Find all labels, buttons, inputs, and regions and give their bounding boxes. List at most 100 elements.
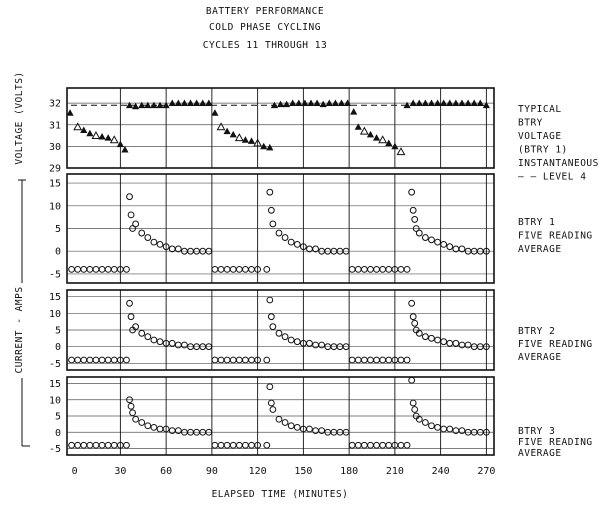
data-point — [91, 130, 101, 139]
data-point — [409, 206, 417, 214]
data-point — [434, 423, 441, 431]
data-point — [421, 333, 429, 341]
data-point — [234, 133, 244, 142]
data-point — [98, 441, 106, 449]
y-tick-label: -5 — [49, 444, 61, 455]
data-point — [267, 206, 275, 214]
data-point — [293, 338, 301, 346]
data-point — [121, 146, 129, 153]
data-point — [403, 441, 411, 449]
data-point — [306, 425, 313, 433]
data-point — [92, 265, 100, 273]
data-point — [337, 99, 346, 107]
data-point — [354, 265, 362, 273]
data-point — [458, 99, 466, 107]
panel-label-line: AVERAGE — [518, 352, 562, 363]
data-point — [80, 441, 88, 449]
data-point — [428, 422, 435, 430]
panel-frame — [66, 289, 495, 371]
data-point — [275, 329, 283, 337]
data-point — [408, 299, 416, 307]
data-point — [427, 99, 436, 107]
data-point — [440, 425, 448, 433]
x-tick-label: 90 — [206, 466, 218, 477]
data-point — [98, 356, 106, 364]
data-point — [379, 441, 387, 449]
data-point — [132, 102, 140, 110]
data-point — [354, 441, 362, 449]
data-point — [397, 441, 405, 449]
panel-label-line: INSTANTANEOUS — [518, 158, 599, 169]
data-point — [248, 265, 255, 273]
data-point — [138, 101, 146, 109]
data-point — [307, 99, 315, 107]
data-point — [408, 376, 416, 384]
data-point — [464, 99, 472, 107]
data-point — [129, 225, 136, 232]
data-point — [80, 265, 88, 273]
data-point — [378, 135, 388, 144]
data-point — [248, 356, 255, 364]
data-point — [156, 338, 164, 346]
chart-title: BATTERY PERFORMANCE COLD PHASE CYCLING C… — [203, 6, 327, 51]
data-point — [385, 356, 393, 364]
data-point — [366, 130, 375, 138]
chart-panels: 32 31 30 29 TYPICAL BTRY VOLTAGE (BTRY 1) INSTAN… — [49, 87, 599, 459]
y-tick-label: 31 — [49, 120, 61, 131]
data-point — [421, 234, 429, 241]
data-point — [150, 423, 158, 431]
data-point — [409, 399, 417, 407]
x-tick-label: 270 — [477, 466, 495, 477]
panel-label-line: AVERAGE — [518, 448, 562, 459]
data-point — [86, 356, 94, 364]
y-tick-label: 15 — [49, 179, 61, 190]
data-point — [283, 100, 291, 108]
data-point — [350, 108, 358, 115]
data-point — [342, 343, 350, 351]
data-point — [104, 265, 112, 273]
x-tick-label: 60 — [160, 466, 172, 477]
y-tick-label: 0 — [55, 247, 61, 258]
panel-label-line: BTRY 3 — [518, 426, 555, 437]
data-point — [205, 428, 213, 436]
data-point — [174, 427, 182, 435]
data-point — [104, 356, 112, 364]
data-point — [446, 99, 454, 107]
panel-btry1: 15 10 5 0 -5 BTRY 1 FIVE READING AVERAGE — [49, 173, 592, 284]
y-tick-label: 5 — [55, 224, 61, 235]
x-tick-label: 210 — [386, 466, 404, 477]
data-point — [98, 265, 106, 273]
data-point — [421, 99, 429, 107]
data-point — [415, 415, 423, 423]
data-point — [144, 333, 152, 341]
series-btry2 — [68, 296, 490, 364]
series-btry1 — [68, 188, 490, 273]
data-point — [319, 100, 327, 108]
panel-label-line: FIVE READING — [518, 437, 593, 448]
data-point — [408, 188, 416, 196]
data-point — [433, 99, 442, 107]
x-tick-label: 30 — [114, 466, 126, 477]
data-point — [415, 229, 423, 237]
data-point — [156, 240, 164, 248]
data-point — [223, 441, 231, 449]
data-point — [360, 356, 368, 364]
data-point — [348, 441, 356, 449]
data-point — [205, 343, 213, 351]
data-point — [132, 323, 140, 331]
data-point — [150, 101, 158, 109]
data-point — [104, 134, 112, 141]
data-point — [440, 338, 448, 346]
data-point — [127, 211, 135, 219]
data-point — [312, 341, 319, 349]
data-point — [144, 422, 152, 430]
data-point — [269, 406, 277, 413]
data-point — [325, 99, 333, 107]
panel-btry2: 15 10 5 0 -5 BTRY 2 FIVE READING AVERAGE — [49, 289, 592, 371]
data-point — [295, 99, 303, 107]
x-tick-label: 240 — [432, 466, 450, 477]
data-point — [434, 238, 441, 246]
panel-label-line: BTRY 1 — [518, 217, 555, 228]
data-point — [281, 419, 289, 426]
data-point — [127, 402, 135, 410]
